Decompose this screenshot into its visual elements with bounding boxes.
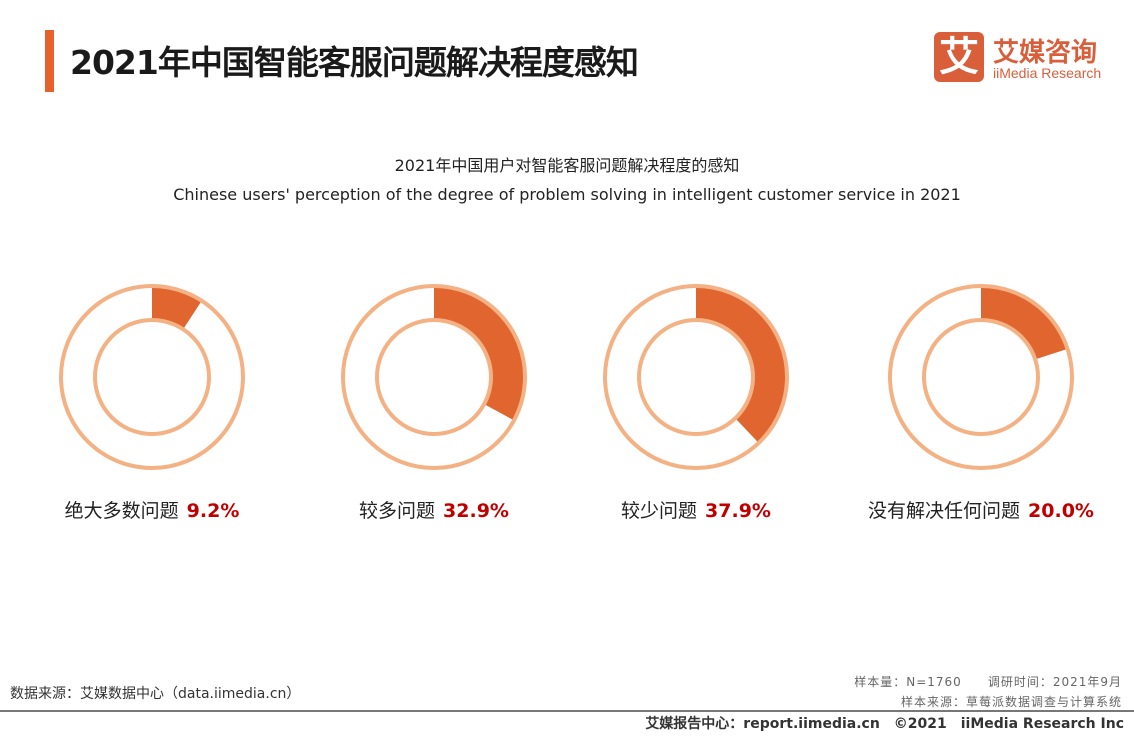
value-label: 32.9% (443, 500, 509, 522)
sample-source: 样本来源：草莓派数据调查与计算系统 (900, 695, 1122, 709)
chart-subtitle: Chinese users' perception of the degree … (173, 185, 961, 204)
chart-title: 2021年中国用户对智能客服问题解决程度的感知 (394, 156, 740, 175)
value-label: 9.2% (186, 500, 240, 522)
footer-copyright: 艾媒报告中心：report.iimedia.cn ©2021 iiMedia R… (645, 716, 1124, 732)
donut-outer-ring (59, 284, 245, 470)
donut-outer-ring (341, 284, 527, 470)
category-label: 较少问题 (621, 500, 698, 522)
page-title: 2021年中国智能客服问题解决程度感知 (70, 43, 639, 82)
value-label: 20.0% (1028, 500, 1094, 522)
donut-inner-ring (637, 318, 755, 436)
donut-slice-3 (981, 286, 1068, 360)
donut-slice-2 (696, 286, 787, 443)
logo-text-cn: 艾媒咨询 (993, 38, 1098, 68)
category-label: 绝大多数问题 (64, 500, 179, 522)
donut-label: 绝大多数问题 9.2% (22, 496, 282, 523)
data-source: 数据来源：艾媒数据中心（data.iimedia.cn） (10, 686, 301, 702)
value-label: 37.9% (705, 500, 771, 522)
donut-slice-1 (434, 286, 525, 421)
donut-inner-ring (93, 318, 211, 436)
logo-text-en: iiMedia Research (993, 65, 1102, 81)
donut-outer-ring (603, 284, 789, 470)
footer-divider (0, 710, 1134, 712)
donut-slice-0 (152, 286, 202, 330)
donut-label: 较少问题 37.9% (566, 496, 826, 523)
donut-outer-ring (888, 284, 1074, 470)
logo-icon: 艾 (934, 32, 984, 82)
donut-inner-ring (375, 318, 493, 436)
sample-info: 样本量：N=1760 调研时间：2021年9月 (854, 675, 1122, 689)
category-label: 较多问题 (359, 500, 436, 522)
donut-label: 没有解决任何问题 20.0% (851, 496, 1111, 523)
donut-inner-ring (922, 318, 1040, 436)
donut-label: 较多问题 32.9% (304, 496, 564, 523)
category-label: 没有解决任何问题 (868, 500, 1021, 522)
title-accent-bar (45, 30, 54, 92)
